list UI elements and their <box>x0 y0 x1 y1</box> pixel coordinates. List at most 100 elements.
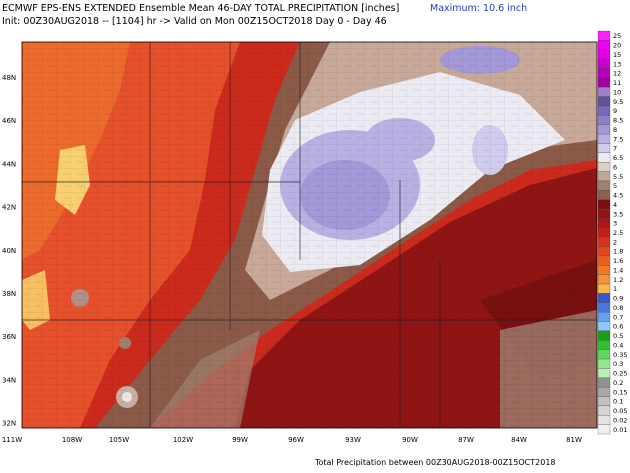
lon-label: 105W <box>109 436 129 444</box>
lat-label: 44N <box>2 160 16 168</box>
colorbar-label: 5.5 <box>613 173 623 181</box>
colorbar-label: 6.5 <box>613 154 623 162</box>
lon-label: 87W <box>458 436 474 444</box>
lat-label: 32N <box>2 420 16 428</box>
lat-label: 34N <box>2 376 16 384</box>
colorbar-label: 0.15 <box>613 388 627 396</box>
colorbar-label: 2.5 <box>613 229 623 237</box>
colorbar-swatch <box>597 265 611 275</box>
colorbar-label: 0.01 <box>613 426 627 434</box>
colorbar-label: 5 <box>613 182 617 190</box>
colorbar-swatch <box>597 218 611 228</box>
colorbar-swatch <box>597 415 611 425</box>
colorbar-swatch <box>597 227 611 238</box>
colorbar-swatch <box>597 349 611 360</box>
colorbar-label: 13 <box>613 60 621 68</box>
colorbar-label: 0.7 <box>613 313 623 321</box>
colorbar-swatch <box>597 302 611 313</box>
colorbar-label: 0.3 <box>613 360 623 368</box>
lon-label: 111W <box>2 436 22 444</box>
colorbar-label: 1.4 <box>613 266 623 274</box>
colorbar-swatch <box>597 199 611 210</box>
colorbar-swatch <box>597 368 611 378</box>
lon-label: 93W <box>345 436 361 444</box>
colorbar-swatch <box>597 312 611 322</box>
colorbar-swatch <box>597 377 611 388</box>
colorbar-label: 6 <box>613 163 617 171</box>
footer: Total Precipitation between 00Z30AUG2018… <box>314 458 556 467</box>
lon-label: 90W <box>402 436 418 444</box>
colorbar-swatch <box>597 424 611 435</box>
colorbar-swatch <box>597 133 611 144</box>
colorbar-swatch <box>597 190 611 200</box>
colorbar-label: 2 <box>613 238 617 246</box>
lat-labels: 48N 46N 44N 42N 40N 38N 36N 34N 32N <box>2 74 16 428</box>
colorbar-label: 0.4 <box>613 341 623 349</box>
colorbar-label: 15 <box>613 51 621 59</box>
colorbar-label: 10 <box>613 88 621 96</box>
colorbar-swatch <box>597 274 611 285</box>
colorbar-label: 7 <box>613 145 617 153</box>
subtitle: Init: 00Z30AUG2018 -- [1104] hr -> Valid… <box>2 16 387 27</box>
colorbar-swatch <box>597 386 611 397</box>
colorbar-swatch <box>597 396 611 407</box>
colorbar-swatch <box>597 330 611 341</box>
colorbar-swatch <box>597 68 611 79</box>
colorbar-label: 0.1 <box>613 398 623 406</box>
lat-label: 36N <box>2 333 16 341</box>
lat-label: 40N <box>2 247 16 255</box>
colorbar-swatch <box>597 208 611 219</box>
colorbar-label: 9 <box>613 107 617 115</box>
colorbar-swatch <box>597 180 611 191</box>
lon-label: 99W <box>232 436 248 444</box>
colorbar-label: 4 <box>613 201 617 209</box>
title: ECMWF EPS-ENS EXTENDED Ensemble Mean 46-… <box>2 3 399 14</box>
colorbar-swatch <box>597 77 611 88</box>
colorbar-label: 1.8 <box>613 248 623 256</box>
colorbar: 252015131211109.598.587.576.565.554.543.… <box>597 30 627 435</box>
colorbar-label: 1.2 <box>613 276 623 284</box>
colorbar-label: 11 <box>613 79 621 87</box>
colorbar-swatch <box>597 115 611 125</box>
colorbar-swatch <box>597 171 611 182</box>
colorbar-swatch <box>597 255 611 266</box>
colorbar-swatch <box>597 405 611 416</box>
lon-label: 102W <box>173 436 193 444</box>
colorbar-swatch <box>597 283 611 294</box>
lat-label: 38N <box>2 290 16 298</box>
colorbar-label: 3.5 <box>613 210 623 218</box>
colorbar-label: 0.9 <box>613 295 623 303</box>
maximum: Maximum: 10.6 inch <box>430 3 527 14</box>
colorbar-swatch <box>597 87 611 97</box>
colorbar-swatch <box>597 124 611 135</box>
colorbar-label: 1.6 <box>613 257 623 265</box>
colorbar-label: 9.5 <box>613 98 623 106</box>
colorbar-swatch <box>597 30 611 41</box>
colorbar-label: 0.8 <box>613 304 623 312</box>
colorbar-label: 0.25 <box>613 370 627 378</box>
colorbar-swatch <box>597 152 611 163</box>
colorbar-swatch <box>597 162 611 172</box>
colorbar-swatch <box>597 105 611 116</box>
colorbar-label: 0.05 <box>613 407 627 415</box>
lat-label: 46N <box>2 117 16 125</box>
colorbar-swatch <box>597 321 611 332</box>
colorbar-label: 0.35 <box>613 351 627 359</box>
lat-label: 48N <box>2 74 16 82</box>
colorbar-swatch <box>597 49 611 60</box>
colorbar-label: 0.2 <box>613 379 623 387</box>
colorbar-label: 1 <box>613 285 617 293</box>
colorbar-label: 3 <box>613 220 617 228</box>
colorbar-label: 4.5 <box>613 192 623 200</box>
lon-label: 96W <box>288 436 304 444</box>
lat-label: 42N <box>2 204 16 212</box>
lon-label: 81W <box>566 436 582 444</box>
colorbar-label: 8 <box>613 126 617 134</box>
colorbar-swatch <box>597 96 611 107</box>
colorbar-label: 0.6 <box>613 323 623 331</box>
colorbar-label: 0.5 <box>613 332 623 340</box>
colorbar-swatch <box>597 246 611 257</box>
colorbar-swatch <box>597 40 611 50</box>
colorbar-swatch <box>597 58 611 69</box>
